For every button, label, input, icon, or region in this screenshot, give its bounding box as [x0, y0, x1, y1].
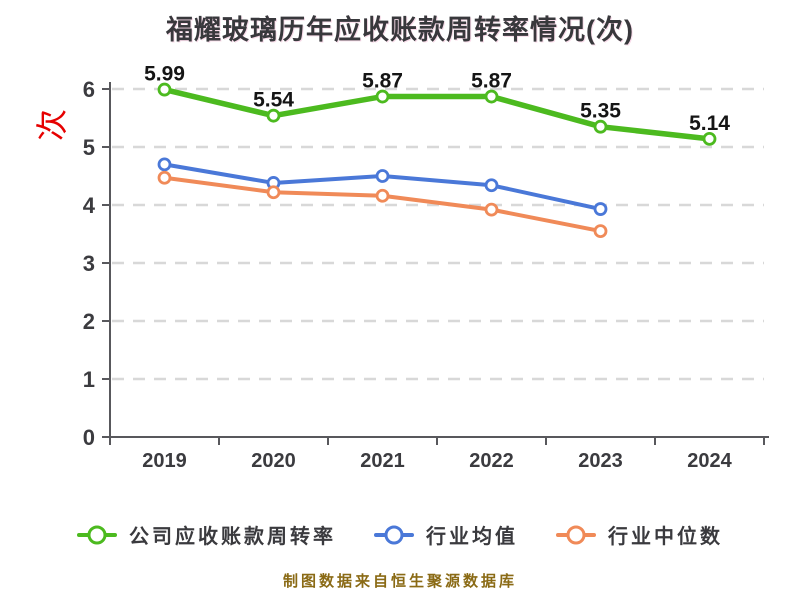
series-line: [161, 86, 713, 142]
x-tick-label: 2019: [142, 450, 187, 472]
y-axis-unit-label: 次: [34, 109, 70, 142]
legend-marker-company-icon: [77, 525, 117, 544]
data-label: 5.35: [580, 100, 621, 123]
legend-label-industry-median: 行业中位数: [608, 526, 723, 548]
legend-marker-industry-median-icon: [556, 525, 596, 544]
data-point: [157, 170, 172, 185]
legend-label-company: 公司应收账款周转率: [129, 526, 336, 548]
x-tick-label: 2020: [251, 450, 296, 472]
data-label: 5.54: [253, 89, 294, 112]
data-point: [375, 89, 390, 104]
legend-item-company: 公司应收账款周转率: [77, 520, 336, 549]
data-point: [375, 169, 390, 183]
data-point: [702, 131, 717, 146]
legend-label-industry-mean: 行业均值: [426, 526, 518, 548]
line-chart: 0 1 2 3 4 5 6 2019 2020 2021 2022 2023 2024 5.99 5.54 5…: [83, 63, 769, 472]
data-label: 5.99: [144, 63, 185, 86]
legend-marker-industry-mean-icon: [374, 525, 414, 544]
data-label: 5.87: [362, 70, 403, 93]
data-source-note: 制图数据来自恒生聚源数据库: [282, 573, 517, 590]
y-tick-label: 0: [83, 425, 95, 450]
data-point: [484, 89, 499, 104]
data-label: 5.87: [471, 70, 512, 93]
chart-title: 福耀玻璃历年应收账款周转率情况(次): [166, 15, 634, 45]
x-tick-label: 2022: [469, 450, 514, 472]
data-point: [593, 119, 608, 134]
x-tick-label: 2023: [578, 450, 623, 472]
data-point: [266, 185, 281, 200]
x-tick-label: 2024: [687, 450, 732, 472]
x-tick-label: 2021: [360, 450, 405, 472]
data-point: [157, 82, 172, 97]
y-tick-label: 4: [83, 193, 96, 218]
data-point: [266, 108, 281, 123]
y-tick-label: 2: [83, 309, 95, 334]
y-tick-label: 1: [83, 367, 95, 392]
y-tick-label: 5: [83, 135, 95, 160]
legend-item-industry-median: 行业中位数: [556, 520, 723, 549]
y-tick-label: 3: [83, 251, 95, 276]
y-tick-label: 6: [83, 77, 95, 102]
data-point: [593, 224, 608, 239]
chart-legend: 公司应收账款周转率 行业均值 行业中位数: [0, 520, 800, 549]
data-label: 5.14: [689, 112, 730, 135]
data-point: [593, 202, 608, 216]
data-point: [484, 178, 499, 193]
data-point: [157, 157, 172, 172]
data-point: [484, 202, 499, 217]
data-point: [375, 188, 390, 203]
legend-item-industry-mean: 行业均值: [374, 520, 518, 549]
